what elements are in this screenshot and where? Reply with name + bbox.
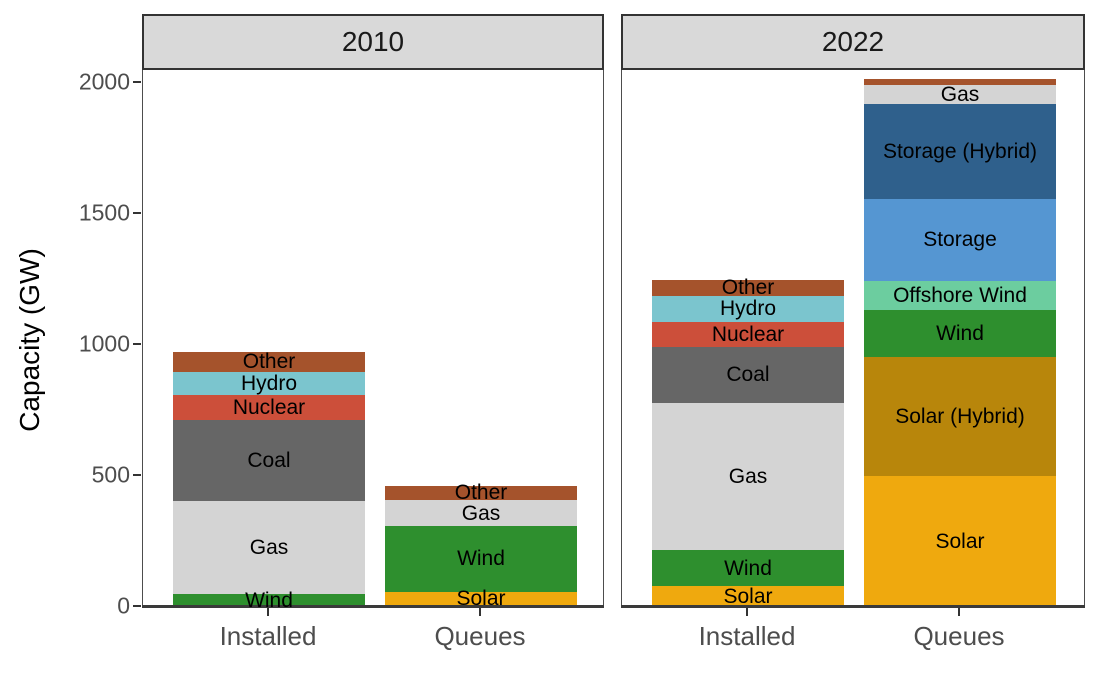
segment-solar: Solar	[652, 584, 844, 608]
segment-hydro: Hydro	[173, 371, 365, 396]
segment-coal: Coal	[652, 346, 844, 403]
segment-label: Solar	[456, 587, 506, 611]
segment-label: Storage	[923, 228, 997, 252]
y-tick-mark	[133, 474, 141, 476]
segment-offshore-wind: Offshore Wind	[864, 281, 1056, 310]
y-tick-mark	[133, 81, 141, 83]
segment-storage-hybrid: Storage (Hybrid)	[864, 104, 1056, 199]
segment-label: Other	[242, 350, 296, 374]
x-tick-mark	[479, 608, 481, 616]
plot-area-2010: Wind Gas Coal Nuclear Hydro Other Solar Wind Gas…	[142, 70, 604, 611]
segment-label: Solar	[723, 584, 773, 608]
x-axis-label-queues: Queues	[913, 621, 1005, 651]
segment-label: Nuclear	[711, 322, 785, 346]
segment-other: Other	[652, 276, 844, 300]
segment-other: Other	[385, 482, 577, 503]
segment-label: Nuclear	[232, 396, 306, 420]
bar-queues: Solar Solar (Hybrid) Wind Offshore Wind Stor…	[864, 79, 1056, 606]
segment-wind: Wind	[385, 526, 577, 592]
segment-label: Wind	[457, 547, 505, 571]
facet-strip-2022: 2022	[621, 14, 1085, 70]
x-tick-mark	[958, 608, 960, 616]
segment-label: Solar	[935, 529, 985, 553]
x-axis-label-queues: Queues	[434, 621, 526, 651]
facet-strip-label: 2010	[341, 26, 405, 57]
segment-label: Gas	[461, 501, 501, 525]
segment-gas: Gas	[652, 402, 844, 550]
segment-label: Hydro	[240, 371, 298, 395]
segment-other: Other	[173, 350, 365, 374]
segment-label: Gas	[728, 464, 768, 488]
segment-wind: Wind	[173, 590, 365, 611]
segment-gas: Gas	[864, 83, 1056, 106]
segment-wind: Wind	[864, 309, 1056, 358]
plot-area-2022: Solar Wind Gas Coal Nuclear Hydro Other Solar So…	[621, 70, 1085, 608]
segment-label: Gas	[249, 536, 289, 560]
segment-solar: Solar	[864, 476, 1056, 606]
x-axis-line	[142, 605, 604, 608]
y-tick-label: 2000	[78, 68, 130, 95]
x-tick-mark	[746, 608, 748, 616]
x-axis-line	[621, 605, 1085, 608]
y-tick-label: 1000	[78, 330, 130, 357]
segment-hydro: Hydro	[652, 295, 844, 322]
segment-label: Coal	[726, 363, 770, 387]
segment-label: Other	[721, 276, 775, 300]
x-axis-label-installed: Installed	[219, 621, 317, 651]
y-tick-mark	[133, 605, 141, 607]
y-tick-label: 1500	[78, 199, 130, 226]
segment-label: Wind	[724, 556, 772, 580]
segment-solar: Solar	[385, 588, 577, 609]
segment-label: Hydro	[719, 297, 777, 321]
segment-nuclear: Nuclear	[173, 395, 365, 420]
segment-label: Wind	[245, 588, 293, 612]
segment-storage: Storage	[864, 198, 1056, 282]
y-tick-label: 500	[91, 461, 130, 488]
segment-label: Offshore Wind	[893, 284, 1027, 308]
segment-coal: Coal	[173, 420, 365, 502]
segment-wind: Wind	[652, 549, 844, 587]
x-axis-label-installed: Installed	[698, 621, 796, 651]
segment-label: Gas	[940, 83, 980, 106]
segment-nuclear: Nuclear	[652, 321, 844, 347]
bar-installed: Solar Wind Gas Coal Nuclear Hydro Other	[652, 276, 844, 608]
segment-label: Wind	[936, 322, 984, 346]
y-tick-mark	[133, 343, 141, 345]
bar-installed: Wind Gas Coal Nuclear Hydro Other	[173, 350, 365, 611]
segment-gas: Gas	[173, 501, 365, 595]
facet-strip-label: 2022	[821, 26, 885, 57]
segment-other	[864, 79, 1056, 85]
segment-gas: Gas	[385, 499, 577, 527]
segment-solar-hybrid: Solar (Hybrid)	[864, 357, 1056, 477]
segment-label: Coal	[247, 449, 291, 473]
bar-queues: Solar Wind Gas Other	[385, 482, 577, 609]
segment-label: Other	[454, 481, 508, 505]
segment-label: Storage (Hybrid)	[882, 139, 1038, 163]
segment-label: Solar (Hybrid)	[895, 405, 1025, 429]
y-tick-mark	[133, 212, 141, 214]
y-tick-label: 0	[117, 592, 130, 619]
x-tick-mark	[267, 608, 269, 616]
facet-strip-2010: 2010	[142, 14, 604, 70]
